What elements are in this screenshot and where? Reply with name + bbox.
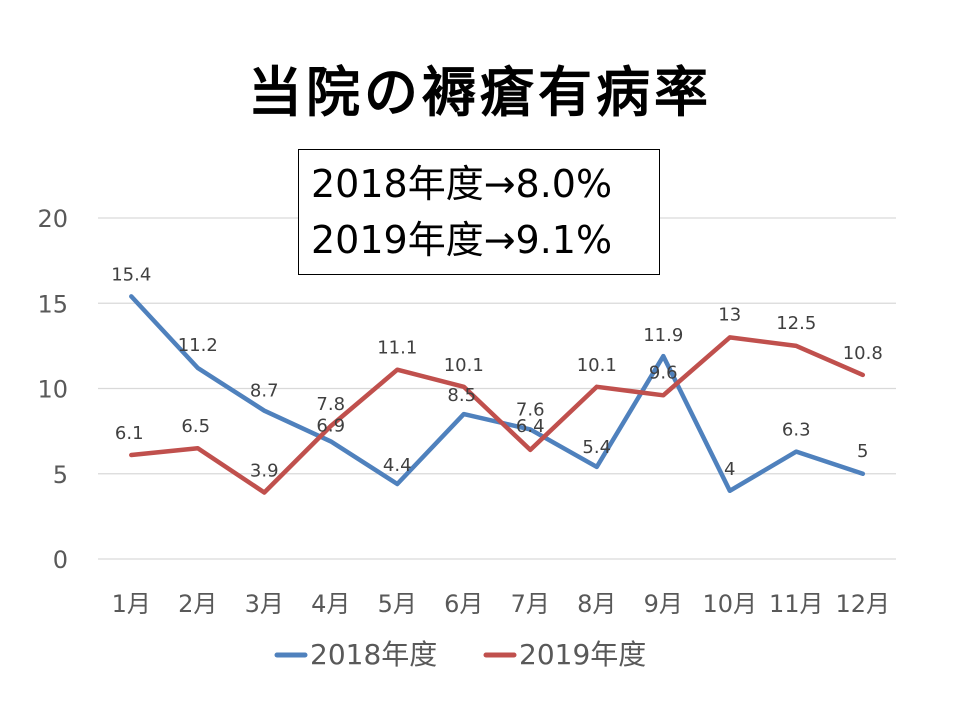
data-label: 4 — [724, 459, 735, 480]
x-tick-label: 5月 — [378, 590, 417, 618]
y-tick-label: 0 — [53, 546, 68, 574]
x-tick-label: 7月 — [511, 590, 550, 618]
data-label: 8.5 — [447, 385, 476, 406]
x-tick-label: 11月 — [769, 590, 824, 618]
data-label: 12.5 — [776, 313, 816, 334]
series-line-2019年度 — [129, 335, 866, 495]
prevalence-summary-box: 2018年度→8.0% 2019年度→9.1% — [298, 149, 660, 275]
legend-label: 2019年度 — [519, 638, 646, 671]
data-label: 4.4 — [383, 455, 412, 476]
data-label: 6.5 — [181, 416, 210, 437]
summary-2018: 2018年度→8.0% — [311, 162, 613, 206]
data-label: 5 — [857, 441, 868, 462]
data-label: 6.9 — [316, 415, 345, 436]
y-tick-label: 15 — [37, 290, 68, 318]
data-label: 10.1 — [444, 355, 484, 376]
legend-label: 2018年度 — [310, 638, 437, 671]
y-tick-label: 5 — [53, 461, 68, 489]
x-tick-label: 3月 — [245, 590, 284, 618]
legend: 2018年度 2019年度 — [274, 638, 646, 671]
data-label: 6.4 — [516, 416, 545, 437]
data-label: 11.9 — [643, 325, 683, 346]
series-lines — [129, 294, 866, 495]
data-label: 10.8 — [843, 343, 883, 364]
y-axis-ticks: 0 5 10 15 20 — [37, 205, 68, 574]
y-tick-label: 10 — [37, 376, 68, 404]
chart-title: 当院の褥瘡有病率 — [248, 61, 712, 124]
series-line-2018年度 — [129, 294, 866, 494]
x-tick-label: 1月 — [112, 590, 151, 618]
data-label: 10.1 — [577, 355, 617, 376]
data-label: 6.3 — [782, 420, 811, 441]
x-tick-label: 4月 — [311, 590, 350, 618]
data-label: 15.4 — [111, 264, 151, 285]
data-label: 5.4 — [582, 437, 611, 458]
data-label: 3.9 — [250, 461, 279, 482]
x-tick-label: 2月 — [178, 590, 217, 618]
x-axis-ticks: 1月 2月 3月 4月 5月 6月 7月 8月 9月 10月 11月 12月 — [112, 590, 890, 618]
x-tick-label: 6月 — [444, 590, 483, 618]
data-label: 7.8 — [316, 394, 345, 415]
x-tick-label: 10月 — [702, 590, 757, 618]
x-tick-label: 8月 — [577, 590, 616, 618]
summary-2019: 2019年度→9.1% — [311, 218, 613, 262]
x-tick-label: 9月 — [644, 590, 683, 618]
data-label: 11.2 — [178, 335, 218, 356]
data-label: 9.6 — [649, 362, 678, 383]
data-label: 6.1 — [115, 423, 144, 444]
x-tick-label: 12月 — [835, 590, 890, 618]
data-label: 7.6 — [516, 399, 545, 420]
data-label: 11.1 — [377, 338, 417, 359]
y-tick-label: 20 — [37, 205, 68, 233]
data-label: 8.7 — [250, 381, 279, 402]
data-labels: 15.4 11.2 8.7 6.9 4.4 8.5 7.6 5.4 11.9 4 6.3 5 6.1 6.… — [111, 264, 883, 481]
data-label: 13 — [718, 304, 741, 325]
